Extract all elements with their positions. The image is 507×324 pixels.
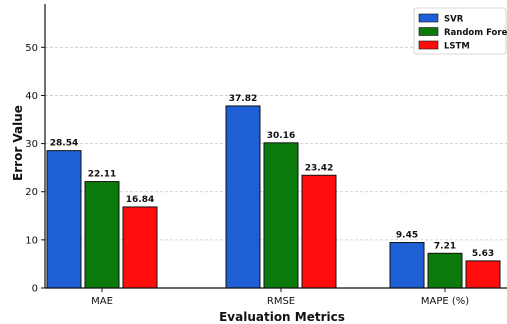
bar-lstm-1 [301, 174, 337, 289]
bar-value-label: 28.54 [50, 139, 78, 149]
bar-value-label: 7.21 [434, 241, 456, 251]
bar-random-forest-1 [263, 142, 299, 289]
bar-svr-2 [389, 242, 425, 289]
legend-swatch [418, 13, 439, 23]
x-tick-label: MAPE (%) [421, 296, 469, 307]
bar-value-label: 9.45 [396, 231, 418, 241]
legend-label: SVR [444, 15, 464, 25]
legend-swatch [418, 27, 439, 36]
legend-swatch [418, 40, 439, 50]
x-tick-label: MAE [91, 296, 113, 307]
bar-random-forest-2 [427, 252, 463, 289]
y-axis-label: Error Value [11, 105, 25, 181]
legend-label: Random Forest [444, 28, 507, 38]
bar-value-label: 22.11 [88, 170, 116, 180]
y-tick-label: 40 [25, 91, 38, 102]
bar-lstm-2 [465, 260, 501, 289]
legend: SVR Random Forest LSTM [413, 7, 507, 55]
bar-value-label: 37.82 [229, 94, 257, 104]
y-tick-label: 50 [25, 43, 38, 54]
bar-value-label: 30.16 [267, 131, 295, 141]
bar-svr-0 [46, 150, 82, 289]
bar-value-label: 5.63 [472, 249, 494, 259]
y-tick-label: 20 [25, 187, 38, 198]
y-tick-label: 0 [32, 284, 38, 295]
y-tick-label: 30 [25, 139, 38, 150]
bar-svr-1 [225, 105, 261, 289]
bar-value-label: 23.42 [305, 163, 333, 173]
y-tick-label: 10 [25, 235, 38, 246]
x-axis-label: Evaluation Metrics [219, 310, 345, 324]
bars: 28.54 37.82 9.45 22.11 30.16 7.21 16.84 23.42 5.… [46, 94, 501, 289]
x-tick-label: RMSE [267, 296, 295, 307]
bar-value-label: 16.84 [126, 195, 154, 205]
bar-random-forest-0 [84, 181, 120, 289]
bar-lstm-0 [122, 206, 158, 289]
axes: 0 10 20 30 40 50 MAE RMSE MAPE (%) [25, 4, 507, 307]
legend-label: LSTM [444, 42, 470, 52]
